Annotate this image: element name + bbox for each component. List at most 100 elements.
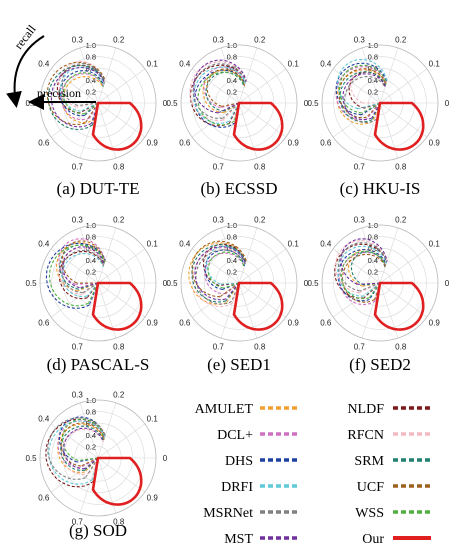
series-line xyxy=(60,73,104,121)
theta-tick-label: 0.5 xyxy=(25,454,37,463)
series-spoke xyxy=(225,282,240,302)
polar-chart: 00.10.20.30.40.50.60.7 0.80.90.20.40.60.8… xyxy=(25,215,167,374)
series-spoke xyxy=(84,457,99,471)
grid-spoke xyxy=(97,282,146,318)
grid-spoke xyxy=(361,47,381,104)
series-line xyxy=(192,63,247,119)
series-spoke xyxy=(77,457,99,462)
series-line xyxy=(48,420,106,485)
grid-spoke xyxy=(379,47,399,104)
legend-label: RFCN xyxy=(347,428,384,443)
series-spoke xyxy=(359,282,381,294)
theta-tick-label: 0.6 xyxy=(320,318,332,327)
radial-tick-label: 0.4 xyxy=(368,76,378,85)
grid-spoke xyxy=(97,227,117,284)
legend-label: MSRNet xyxy=(203,506,253,521)
theta-tick-label: 0.8 xyxy=(113,163,125,172)
theta-tick-label: 0.9 xyxy=(147,493,159,502)
theta-tick-label: 0.4 xyxy=(38,240,50,249)
series-line xyxy=(62,72,104,115)
series-spoke xyxy=(84,102,99,116)
theta-tick-label: 0 xyxy=(163,279,168,288)
radial-tick-label: 0.2 xyxy=(368,87,378,96)
radial-tick-label: 0.8 xyxy=(227,233,237,242)
radial-tick-label: 0.2 xyxy=(86,442,96,451)
theta-tick-label: 0.4 xyxy=(38,415,50,424)
series-line xyxy=(61,418,105,462)
series-spoke xyxy=(368,282,381,299)
theta-tick-label: 0.6 xyxy=(38,318,50,327)
recall-annotation: recall xyxy=(11,22,39,52)
grid-spoke xyxy=(97,248,146,284)
series-line xyxy=(206,245,246,285)
series-line xyxy=(335,62,388,116)
radial-tick-label: 0.4 xyxy=(86,76,96,85)
legend-label: MST xyxy=(224,532,253,547)
theta-tick-label: 0.1 xyxy=(147,60,159,69)
series-line xyxy=(204,252,245,295)
series-line xyxy=(334,243,388,299)
polar-chart: 00.10.20.30.40.50.60.7 0.80.90.20.40.60.8… xyxy=(166,215,308,374)
series-line xyxy=(350,251,386,286)
series-spoke xyxy=(228,102,240,124)
polar-chart: 00.10.20.30.40.50.60.7 0.80.90.20.40.60.8… xyxy=(25,35,167,198)
grid-spoke xyxy=(238,248,287,284)
series-line xyxy=(341,253,386,303)
series-spoke xyxy=(225,282,240,300)
series-spoke xyxy=(366,102,381,118)
series-line xyxy=(340,238,388,285)
legend-label: Our xyxy=(362,532,384,547)
series-spoke xyxy=(231,282,240,302)
chart-caption: (g) SOD xyxy=(69,521,127,540)
polar-chart: 00.10.20.30.40.50.60.7 0.80.90.20.40.60.8… xyxy=(166,35,308,198)
series-line xyxy=(206,68,246,107)
outer-circle xyxy=(180,44,298,162)
theta-tick-label: 0.3 xyxy=(354,215,366,224)
series-line xyxy=(188,242,247,305)
theta-tick-label: 0.2 xyxy=(254,35,266,44)
theta-tick-label: 0.4 xyxy=(320,240,332,249)
series-line xyxy=(61,249,105,294)
series-spoke xyxy=(374,282,381,302)
series-spoke xyxy=(88,282,99,306)
series-spoke xyxy=(75,282,99,285)
theta-tick-label: 0 xyxy=(445,279,450,288)
theta-tick-label: 0.9 xyxy=(147,318,159,327)
series-line xyxy=(343,76,386,124)
series-spoke xyxy=(372,102,381,122)
theta-tick-label: 0.3 xyxy=(72,35,84,44)
series-line xyxy=(61,240,106,284)
theta-tick-label: 0.7 xyxy=(354,163,366,172)
legend-label: SRM xyxy=(354,454,384,469)
theta-tick-label: 0.8 xyxy=(113,518,125,527)
series-line xyxy=(63,427,104,470)
grid-spoke xyxy=(361,102,381,159)
theta-tick-label: 0.7 xyxy=(72,518,84,527)
series-spoke xyxy=(357,282,381,285)
grid-spoke xyxy=(220,47,240,104)
series-spoke xyxy=(363,282,381,297)
radial-tick-label: 0.8 xyxy=(368,233,378,242)
series-line xyxy=(335,66,388,121)
series-line xyxy=(337,58,388,110)
series-spoke xyxy=(79,457,99,469)
series-line xyxy=(62,246,105,289)
theta-tick-label: 0.5 xyxy=(307,279,319,288)
theta-tick-label: 0.6 xyxy=(179,318,191,327)
grid-spoke xyxy=(97,457,146,493)
grid-spoke xyxy=(50,423,99,459)
series-line-our xyxy=(373,101,425,151)
grid-spoke xyxy=(191,68,240,104)
theta-tick-label: 0.2 xyxy=(113,390,125,399)
theta-tick-label: 0.8 xyxy=(254,343,266,352)
theta-tick-label: 0.4 xyxy=(38,60,50,69)
theta-tick-label: 0.6 xyxy=(320,138,332,147)
series-spoke xyxy=(80,457,99,467)
radial-tick-label: 0.8 xyxy=(86,233,96,242)
series-spoke xyxy=(84,102,99,124)
grid-spoke xyxy=(79,457,99,514)
grid-spoke xyxy=(97,423,146,459)
polar-chart: 00.10.20.30.40.50.60.7 0.80.90.20.40.60.8… xyxy=(307,35,449,198)
grid-spoke xyxy=(361,282,381,339)
theta-tick-label: 0 xyxy=(304,99,309,108)
